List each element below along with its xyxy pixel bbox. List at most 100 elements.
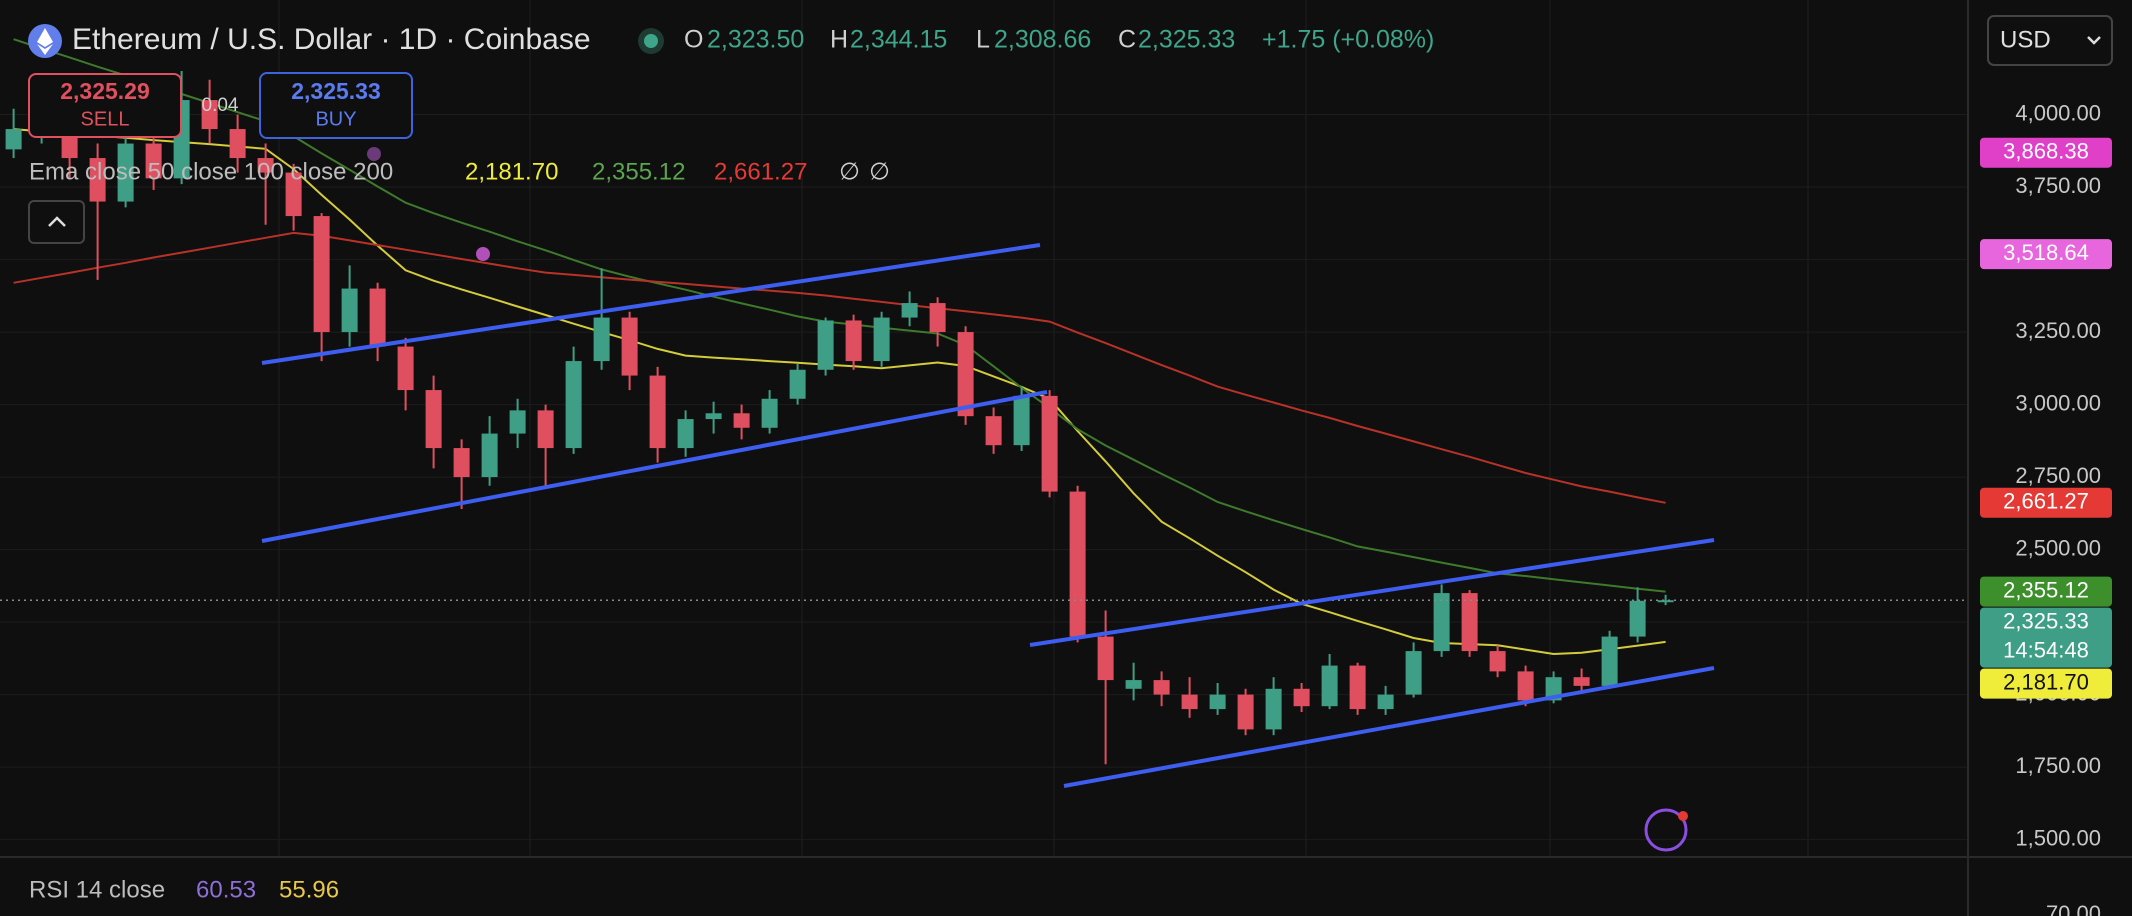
candle-body <box>929 303 946 333</box>
ohlc-key: H <box>830 26 848 54</box>
ema-line <box>13 231 1666 504</box>
ohlc-legend: O 2,323.50 H 2,344.15 L 2,308.66 C 2,325… <box>684 26 1434 54</box>
candle-body <box>817 320 834 370</box>
price-tag-label: 2,661.27 <box>2003 489 2089 514</box>
candle-body <box>677 419 694 449</box>
candle-body <box>117 143 134 202</box>
candle-body <box>845 320 862 362</box>
candle-body <box>1461 593 1478 652</box>
price-tag <box>1980 576 2112 607</box>
ohlc-value: 2,325.33 <box>1138 26 1235 54</box>
y-tick-label: 1,500.00 <box>2015 825 2101 850</box>
candle-body <box>1349 665 1366 710</box>
currency-select[interactable] <box>1987 15 2113 66</box>
y-tick-label: 3,000.00 <box>2015 390 2101 415</box>
spread: 0.04 <box>202 95 239 116</box>
ema-legend: Ema close 50 close 100 close 200 2,181.7… <box>29 158 890 185</box>
candle-body <box>145 143 162 179</box>
candle-body <box>1125 680 1142 689</box>
price-tag <box>1980 487 2112 518</box>
ohlc-value: 2,344.15 <box>850 26 947 54</box>
ema-flag: ∅ <box>869 158 890 185</box>
sell-price[interactable]: 2,325.29 <box>60 78 150 104</box>
channel-drawings <box>261 243 1715 788</box>
ema-flag: ∅ <box>839 158 860 185</box>
rsi-tick-label: 70.00 <box>2046 901 2101 916</box>
candle-body <box>621 317 638 376</box>
price-tag <box>1980 668 2112 699</box>
alert-dot <box>476 247 490 261</box>
y-tick-label: 1,750.00 <box>2015 753 2101 778</box>
rsi-label: RSI 14 close <box>29 876 165 903</box>
chevron <box>2087 36 2101 45</box>
collapse-button[interactable] <box>28 200 85 244</box>
candle-body <box>425 390 442 449</box>
candle-body <box>1657 600 1674 603</box>
candle-body <box>285 172 302 217</box>
candle-body <box>901 303 918 318</box>
trend-line <box>261 243 1041 365</box>
trend-line <box>1029 538 1715 647</box>
ohlc-key: C <box>1118 26 1136 54</box>
candle-body <box>537 410 554 449</box>
candle-body <box>453 448 470 478</box>
buy-price[interactable]: 2,325.33 <box>291 78 381 104</box>
candle-body <box>1013 395 1030 446</box>
candle-body <box>1293 688 1310 707</box>
candle-body <box>1153 680 1170 695</box>
candle-body <box>1405 651 1422 695</box>
buy-button[interactable] <box>259 72 413 139</box>
candle-body <box>1573 677 1590 686</box>
price-tag <box>1980 607 2112 668</box>
sell-button[interactable] <box>28 73 182 138</box>
currency[interactable]: USD <box>2000 26 2051 53</box>
price-tag-label: 2,181.70 <box>2003 669 2089 694</box>
candle-body <box>1517 671 1534 701</box>
y-tick-label: 3,750.00 <box>2015 173 2101 198</box>
ohlc-key: O <box>684 26 703 54</box>
candle-body <box>873 317 890 362</box>
price-tag <box>1980 239 2112 270</box>
assistant-icon[interactable] <box>1644 808 1688 852</box>
sell-label[interactable]: SELL <box>81 108 130 130</box>
candle-body <box>985 416 1002 446</box>
candle-body <box>1097 636 1114 681</box>
ohlc-value: 2,308.66 <box>994 26 1091 54</box>
candle-body <box>957 332 974 417</box>
candle-body <box>1265 688 1282 730</box>
y-tick-label: 3,250.00 <box>2015 318 2101 343</box>
price-tags: 3,868.38 3,518.64 2,661.27 2,355.12 2,325.33… <box>1980 137 2112 699</box>
candle-body <box>1321 665 1338 707</box>
buy-label[interactable]: BUY <box>315 108 356 130</box>
candle-body <box>201 100 218 130</box>
ema-value: 2,355.12 <box>592 158 685 185</box>
candle-body <box>369 288 386 347</box>
candle-body <box>509 410 526 434</box>
candle-body <box>1377 694 1394 710</box>
price-tag-label: 2,355.12 <box>2003 577 2089 602</box>
rsi-value: 55.96 <box>279 876 339 903</box>
alert-dot <box>367 147 381 161</box>
candle-body <box>649 375 666 449</box>
candle-body <box>705 413 722 420</box>
countdown: 14:54:48 <box>2003 637 2089 662</box>
rsi-value: 60.53 <box>196 876 256 903</box>
ohlc-value: 2,323.50 <box>707 26 804 54</box>
trend-line <box>261 390 1048 543</box>
ema-value: 2,661.27 <box>714 158 807 185</box>
price-tag <box>1980 137 2112 168</box>
plot <box>0 38 1968 841</box>
candle-body <box>257 158 274 173</box>
assistant-badge <box>1678 811 1688 821</box>
candle-body <box>481 433 498 478</box>
candle-body <box>789 369 806 399</box>
candle-body <box>565 361 582 449</box>
candle-body <box>1041 395 1058 492</box>
trend-line <box>1063 666 1715 788</box>
candle-body <box>1489 651 1506 672</box>
candle-body <box>397 346 414 391</box>
price-tag-label: 3,518.64 <box>2003 240 2089 265</box>
ohlc-key: L <box>976 26 990 54</box>
